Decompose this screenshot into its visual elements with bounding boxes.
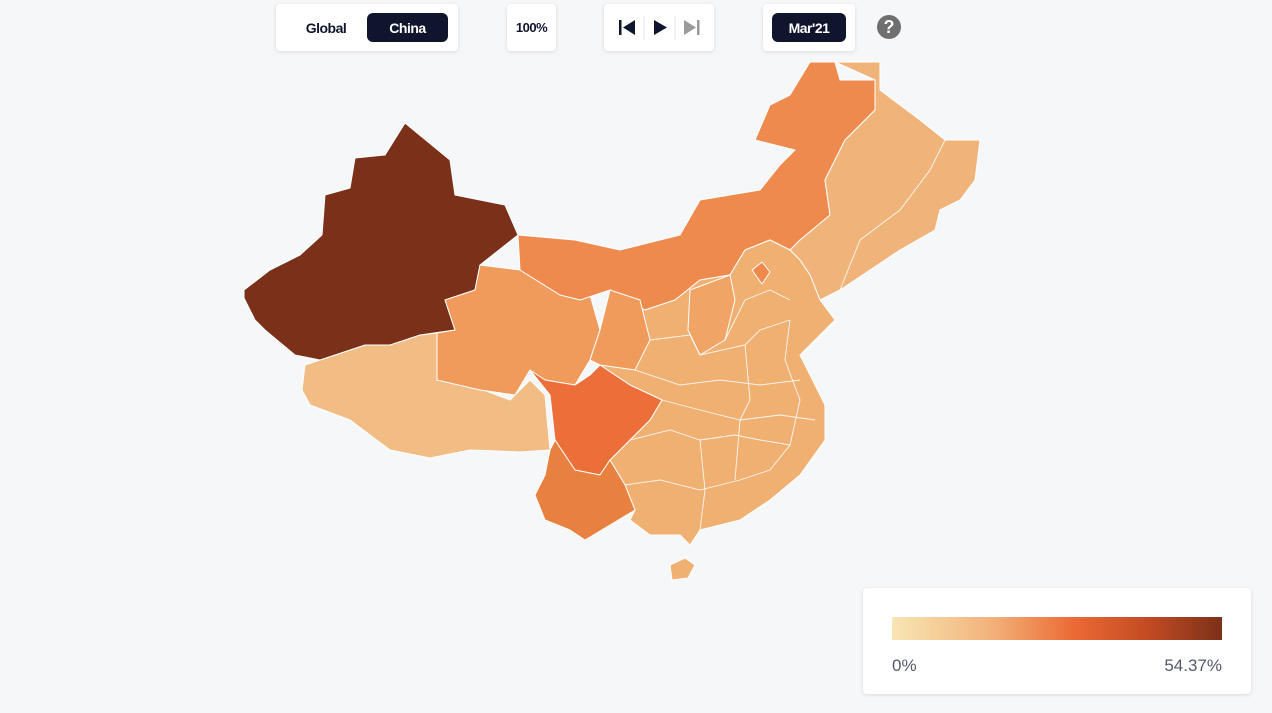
date-button[interactable]: Mar'21 bbox=[772, 13, 846, 42]
help-icon[interactable]: ? bbox=[877, 15, 901, 39]
scope-switch: Global China bbox=[276, 4, 458, 51]
zoom-button[interactable]: 100% bbox=[515, 20, 548, 35]
play-button[interactable] bbox=[654, 20, 667, 35]
border bbox=[839, 139, 946, 291]
global-button[interactable]: Global bbox=[305, 19, 347, 36]
playback-controls bbox=[604, 4, 714, 51]
date-box: Mar'21 bbox=[763, 4, 855, 51]
legend-min-label: 0% bbox=[892, 656, 917, 675]
border bbox=[699, 439, 706, 531]
legend bbox=[863, 588, 1251, 694]
border bbox=[629, 429, 791, 446]
border bbox=[634, 369, 801, 386]
region[interactable] bbox=[751, 261, 771, 285]
zoom-box: 100% bbox=[507, 4, 556, 51]
border bbox=[734, 344, 751, 481]
region[interactable] bbox=[243, 122, 519, 361]
first-button[interactable] bbox=[619, 20, 635, 35]
region[interactable] bbox=[534, 439, 636, 541]
region[interactable] bbox=[669, 557, 696, 581]
region[interactable] bbox=[589, 289, 651, 371]
legend-max-label: 54.37% bbox=[1164, 656, 1222, 675]
china-button[interactable]: China bbox=[367, 13, 448, 42]
legend-gradient bbox=[892, 617, 1222, 640]
last-button[interactable] bbox=[684, 20, 700, 35]
playback-icons bbox=[619, 16, 700, 40]
border bbox=[724, 289, 791, 341]
border bbox=[624, 469, 771, 491]
border bbox=[649, 319, 791, 356]
border bbox=[769, 319, 801, 471]
